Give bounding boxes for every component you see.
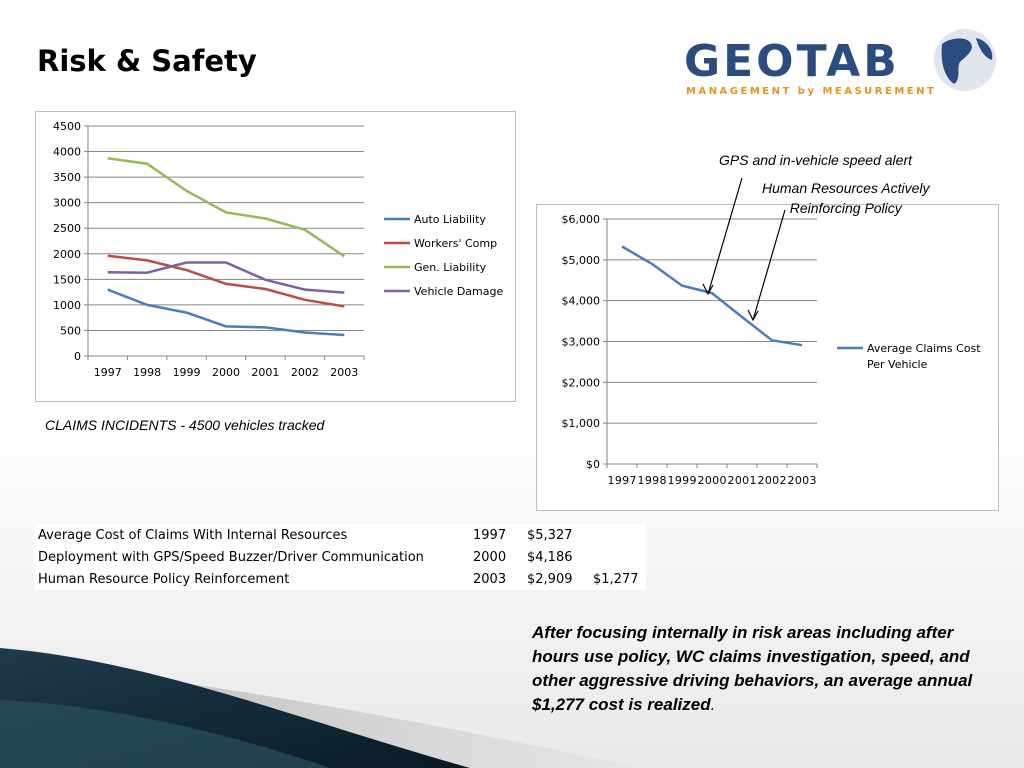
row-label: Human Resource Policy Reinforcement xyxy=(38,571,290,587)
x-tick-label: 1999 xyxy=(173,366,201,379)
y-tick-label: 500 xyxy=(60,324,81,337)
x-tick-label: 1999 xyxy=(668,474,697,487)
y-tick-label: $3,000 xyxy=(562,336,601,349)
x-tick-label: 2000 xyxy=(212,366,240,379)
y-tick-label: 2000 xyxy=(53,248,81,261)
row-label: Deployment with GPS/Speed Buzzer/Driver … xyxy=(38,549,424,565)
cost-summary-table: Average Cost of Claims With Internal Res… xyxy=(35,524,646,590)
series-line xyxy=(107,261,345,294)
row-year: 1997 xyxy=(473,527,507,543)
legend-label: Auto Liability xyxy=(414,213,486,226)
x-tick-label: 2002 xyxy=(291,366,319,379)
table-row: Human Resource Policy Reinforcement 2003… xyxy=(35,568,646,590)
y-tick-label: $6,000 xyxy=(562,213,601,226)
y-tick-label: $2,000 xyxy=(562,376,601,389)
legend-label: Vehicle Damage xyxy=(414,285,503,298)
x-tick-label: 2001 xyxy=(251,366,279,379)
average-claims-cost-svg: $6,000 $5,000 $4,000 $3,000 $2,000 $1,000 $0 19… xyxy=(562,213,982,487)
hr-annotation: Human Resources Actively Reinforcing Pol… xyxy=(762,178,930,218)
x-tick-label: 1998 xyxy=(638,474,667,487)
row-cost: $4,186 xyxy=(527,549,573,565)
y-tick-label: $1,000 xyxy=(562,417,601,430)
series-line xyxy=(107,156,345,258)
summary-text: After focusing internally in risk areas … xyxy=(532,623,973,714)
row-saving: $1,277 xyxy=(593,571,639,587)
page-title: Risk & Safety xyxy=(37,44,257,78)
geotab-logo: GEOTAB MANAGEMENT by MEASUREMENT xyxy=(684,29,996,97)
row-cost: $2,909 xyxy=(527,571,573,587)
row-saving xyxy=(590,524,646,546)
x-tick-label: 1998 xyxy=(133,366,161,379)
legend-label: Gen. Liability xyxy=(414,261,487,274)
x-tick-label: 1997 xyxy=(608,474,637,487)
logo-wordmark: GEOTAB xyxy=(684,36,900,87)
row-year: 2003 xyxy=(473,571,507,587)
y-tick-label: 1500 xyxy=(53,273,81,286)
dark-swoosh xyxy=(0,648,470,768)
x-tick-label: 2003 xyxy=(330,366,358,379)
claims-incidents-chart: 4500 4000 3500 3000 2500 2000 1500 1000 500 0 1997… xyxy=(35,111,516,402)
series-line xyxy=(621,245,803,347)
x-tick-label: 2003 xyxy=(788,474,817,487)
y-tick-label: $5,000 xyxy=(562,254,601,267)
y-tick-label: $4,000 xyxy=(562,295,601,308)
y-tick-label: 4500 xyxy=(53,120,81,133)
x-tick-label: 1997 xyxy=(94,366,122,379)
y-tick-label: 2500 xyxy=(53,222,81,235)
series-line xyxy=(107,288,345,337)
summary-period: . xyxy=(710,695,716,714)
y-tick-label: $0 xyxy=(586,458,600,471)
y-tick-label: 1000 xyxy=(53,299,81,312)
claims-incidents-svg: 4500 4000 3500 3000 2500 2000 1500 1000 500 0 1997… xyxy=(53,120,503,379)
legend-label: Per Vehicle xyxy=(867,358,928,371)
y-tick-label: 0 xyxy=(74,350,81,363)
logo-tagline: MANAGEMENT by MEASUREMENT xyxy=(686,86,936,97)
row-year: 2000 xyxy=(473,549,507,565)
table-row: Average Cost of Claims With Internal Res… xyxy=(35,524,646,546)
hr-annotation-line-2: Reinforcing Policy xyxy=(789,200,902,216)
row-cost: $5,327 xyxy=(527,527,573,543)
globe-icon xyxy=(934,29,996,91)
y-tick-label: 4000 xyxy=(53,146,81,159)
summary-paragraph: After focusing internally in risk areas … xyxy=(532,621,1002,717)
row-saving xyxy=(590,546,646,568)
chart-caption: CLAIMS INCIDENTS - 4500 vehicles tracked xyxy=(45,417,325,433)
y-tick-label: 3500 xyxy=(53,171,81,184)
row-label: Average Cost of Claims With Internal Res… xyxy=(38,527,348,543)
gps-annotation: GPS and in-vehicle speed alert xyxy=(719,152,912,168)
average-claims-cost-chart: $6,000 $5,000 $4,000 $3,000 $2,000 $1,000 $0 19… xyxy=(536,204,999,511)
hr-annotation-line-1: Human Resources Actively xyxy=(762,180,930,196)
x-tick-label: 2002 xyxy=(758,474,787,487)
x-tick-label: 2001 xyxy=(728,474,757,487)
y-tick-label: 3000 xyxy=(53,197,81,210)
legend-label: Workers' Comp xyxy=(414,237,497,250)
table-row: Deployment with GPS/Speed Buzzer/Driver … xyxy=(35,546,646,568)
legend-label: Average Claims Cost xyxy=(867,342,981,355)
x-tick-label: 2000 xyxy=(698,474,727,487)
teal-swoosh xyxy=(0,700,330,768)
